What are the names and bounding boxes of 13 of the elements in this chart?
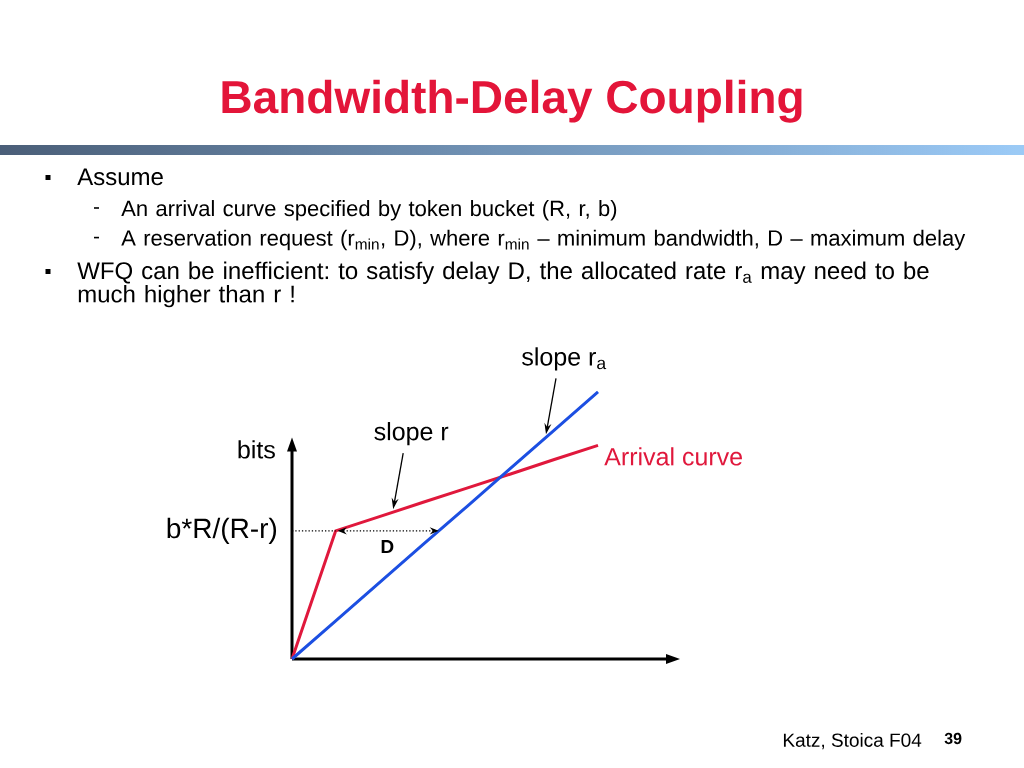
text: 39 [944, 732, 962, 745]
text: slope r$_{a}$ [522, 347, 607, 371]
annotation: slope r [374, 422, 449, 446]
chart-title: Bandwidth-Delay Coupling [222, 79, 802, 123]
text: Assume [77, 168, 163, 186]
y-axis-title: bits [238, 440, 275, 459]
text: An arrival curve specified by token bucket (R, r, b) [121, 200, 617, 221]
text: A reservation request (r$_{min}$, D), where r$_{min}$ – minimum bandwidth, D – maximum delay [121, 229, 966, 251]
series-label: Arrival curve [604, 447, 742, 466]
ref-line-label: b*R/(R-r) [167, 517, 277, 544]
text: WFQ can be inefficient: to satisfy delay D, the allocated rate r$_{a}$ may need to be much higher than r ! [77, 261, 929, 308]
annotation: D [381, 540, 394, 554]
text: Katz, Stoica F04 [783, 732, 922, 750]
